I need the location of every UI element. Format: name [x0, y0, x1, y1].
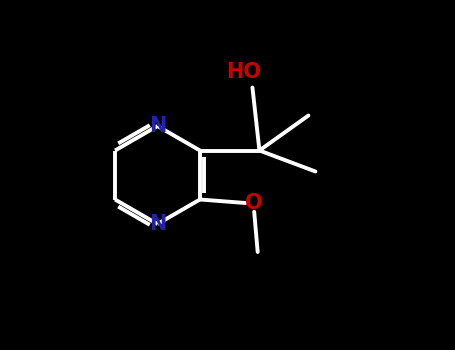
Text: HO: HO: [226, 62, 261, 82]
Text: N: N: [149, 214, 166, 234]
Text: N: N: [149, 116, 166, 136]
Text: O: O: [245, 193, 263, 213]
